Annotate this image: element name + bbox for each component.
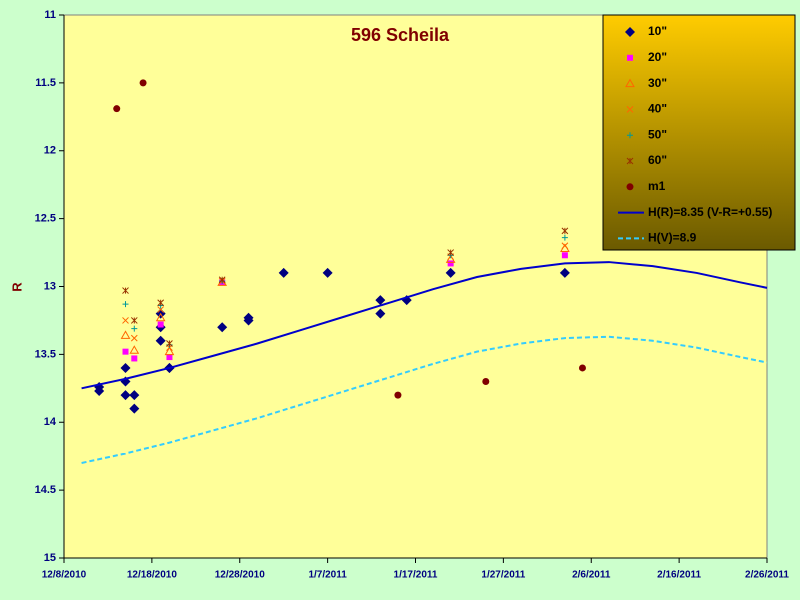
point (375, 308, 386, 319)
point (217, 322, 228, 333)
y-tick-label: 13 (44, 280, 56, 292)
point (164, 346, 175, 356)
x-tick-label: 1/7/2011 (308, 570, 347, 581)
y-tick-label: 11.5 (35, 77, 56, 89)
point (122, 287, 129, 294)
legend-label: H(R)=8.35 (V-R=+0.55) (648, 205, 772, 219)
point (166, 340, 173, 347)
point (561, 234, 568, 241)
point (561, 227, 569, 235)
point (129, 345, 140, 354)
y-tick-label: 12.5 (35, 213, 56, 225)
y-tick-label: 12 (44, 145, 56, 157)
x-tick-label: 2/6/2011 (572, 570, 611, 581)
point (131, 325, 138, 332)
point (113, 105, 121, 113)
y-tick-label: 14.5 (35, 484, 56, 496)
point (131, 355, 138, 362)
legend-label: 20" (648, 50, 667, 64)
point (122, 348, 129, 355)
legend-label: 10" (648, 24, 667, 38)
point (561, 242, 569, 250)
point (155, 335, 166, 346)
legend-label: H(V)=8.9 (648, 231, 697, 245)
legend-marker (626, 183, 634, 191)
legend-marker (625, 78, 635, 88)
point (139, 79, 147, 87)
x-tick-label: 2/16/2011 (657, 570, 701, 581)
chart-title: 596 Scheila (351, 25, 450, 45)
legend (602, 14, 796, 251)
legend-label: 40" (648, 102, 667, 116)
point (375, 295, 386, 306)
point (559, 267, 570, 278)
line (81, 261, 768, 390)
legend-marker (625, 27, 635, 37)
point (122, 317, 129, 324)
legend-label: 50" (648, 127, 667, 141)
x-tick-label: 1/27/2011 (481, 570, 525, 581)
point (94, 386, 105, 397)
point (129, 403, 140, 414)
y-tick-label: 14 (44, 416, 57, 428)
y-tick-label: 15 (44, 552, 56, 564)
line (81, 335, 768, 464)
point (447, 249, 455, 256)
point (166, 354, 173, 361)
point (482, 378, 490, 386)
legend-marker (627, 54, 633, 61)
point (130, 317, 138, 324)
point (122, 301, 129, 308)
point (129, 390, 140, 401)
point (243, 315, 254, 326)
point (120, 390, 131, 401)
point (445, 267, 456, 278)
x-tick-label: 2/26/2011 (745, 570, 789, 581)
point (120, 330, 131, 339)
point (157, 321, 164, 328)
x-tick-label: 12/28/2010 (215, 570, 265, 581)
point (120, 362, 131, 373)
legend-label: m1 (648, 179, 666, 193)
point (578, 364, 586, 372)
point (278, 267, 289, 278)
x-tick-label: 12/8/2010 (42, 570, 87, 581)
point (561, 252, 568, 259)
point (130, 334, 138, 342)
legend-label: 30" (648, 76, 667, 90)
point (218, 276, 226, 284)
x-tick-label: 1/17/2011 (394, 570, 438, 581)
point (447, 260, 454, 267)
x-tick-label: 12/18/2010 (127, 570, 177, 581)
legend-label: 60" (648, 153, 667, 167)
y-tick-label: 11 (44, 9, 56, 21)
point (155, 312, 166, 322)
legend-marker (627, 132, 633, 139)
point (322, 267, 333, 278)
point (394, 391, 402, 399)
point (157, 299, 165, 307)
y-axis-label: R (9, 282, 24, 292)
legend-marker (626, 106, 634, 113)
legend-marker (626, 157, 634, 165)
point (157, 306, 165, 313)
y-tick-label: 13.5 (35, 348, 56, 360)
